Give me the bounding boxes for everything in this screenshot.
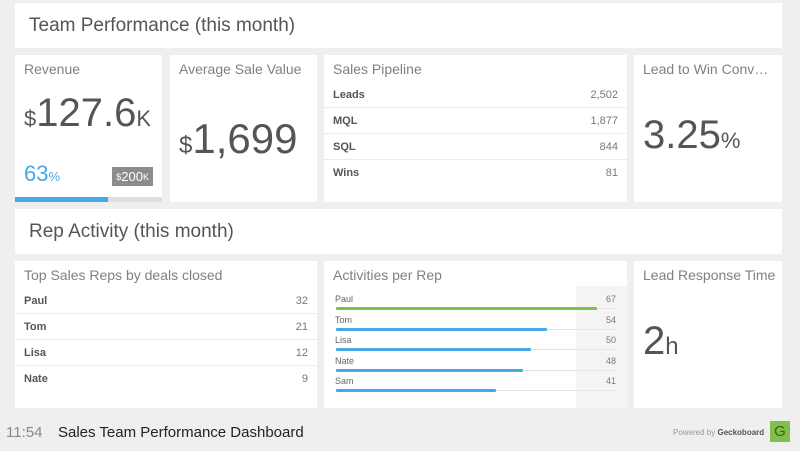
activity-bar (336, 327, 547, 331)
bar-row: Sam 41 (335, 376, 616, 397)
list-item: Wins 81 (333, 167, 618, 179)
powered-by-link[interactable]: Powered by Geckoboard (673, 428, 765, 437)
section-header-team-performance: Team Performance (this month) (15, 3, 782, 48)
bar-row: Paul 67 (335, 294, 616, 315)
lead-to-win-widget[interactable]: Lead to Win Conve... 3.25% (634, 55, 782, 202)
revenue-progress-percent: 63% (24, 161, 61, 186)
value-column-shade (576, 286, 628, 408)
list-item: Nate 9 (24, 373, 308, 385)
revenue-widget[interactable]: Revenue $127.6K 63% $200 K (15, 55, 162, 202)
section-title: Rep Activity (this month) (29, 220, 234, 242)
top-reps-list: Paul 32 Tom 21 Lisa 12 Nate 9 (15, 288, 317, 392)
average-sale-value: $1,699 (179, 115, 298, 162)
dashboard-title: Sales Team Performance Dashboard (58, 424, 304, 441)
clock-time: 11:54 (6, 424, 43, 441)
widget-title: Top Sales Reps by deals closed (24, 267, 223, 283)
widget-title: Lead Response Time (643, 267, 776, 283)
revenue-progress-bar (15, 197, 162, 202)
sales-pipeline-widget[interactable]: Sales Pipeline Leads 2,502 MQL 1,877 SQL… (324, 55, 627, 202)
widget-title: Activities per Rep (333, 267, 442, 283)
response-time-value: 2h (643, 319, 679, 363)
revenue-number: 127.6 (36, 91, 137, 135)
currency-symbol: $ (179, 132, 193, 159)
revenue-value: $127.6K (24, 91, 151, 136)
pipeline-list: Leads 2,502 MQL 1,877 SQL 844 Wins 81 (324, 82, 627, 186)
revenue-target-badge: $200 K (112, 167, 153, 186)
revenue-unit: K (136, 106, 152, 131)
bar-row: Nate 48 (335, 356, 616, 377)
list-item: MQL 1,877 (324, 108, 627, 134)
revenue-progress-fill (15, 197, 108, 202)
list-item: Paul 32 (15, 288, 317, 314)
list-item: SQL 844 (324, 134, 627, 160)
bar-row: Tom 54 (335, 315, 616, 336)
widget-title: Revenue (24, 61, 81, 77)
conversion-value: 3.25% (643, 113, 741, 157)
activity-bar (336, 389, 496, 392)
list-item: Lisa 12 (15, 340, 317, 366)
top-sales-reps-widget[interactable]: Top Sales Reps by deals closed Paul 32 T… (15, 261, 317, 408)
activity-bar (336, 368, 524, 372)
average-sale-widget[interactable]: Average Sale Value $1,699 (170, 55, 317, 202)
activities-bar-list: Paul 67 Tom 54 Lisa 50 Nate 48 Sam 41 (335, 294, 616, 397)
activity-bar (336, 307, 598, 310)
list-item: Tom 21 (15, 314, 317, 340)
widget-title: Lead to Win Conve... (643, 61, 773, 77)
widget-title: Sales Pipeline (333, 61, 422, 77)
lead-response-time-widget[interactable]: Lead Response Time 2h (634, 261, 782, 408)
currency-symbol: $ (24, 106, 37, 131)
bar-row: Lisa 50 (335, 335, 616, 356)
section-title: Team Performance (this month) (29, 14, 296, 36)
section-header-rep-activity: Rep Activity (this month) (15, 209, 782, 254)
geckoboard-logo-icon[interactable]: G (770, 421, 790, 442)
activities-per-rep-widget[interactable]: Activities per Rep Paul 67 Tom 54 Lisa 5… (324, 261, 628, 408)
activity-bar (336, 348, 532, 351)
widget-title: Average Sale Value (179, 61, 302, 77)
list-item: Leads 2,502 (324, 82, 627, 108)
